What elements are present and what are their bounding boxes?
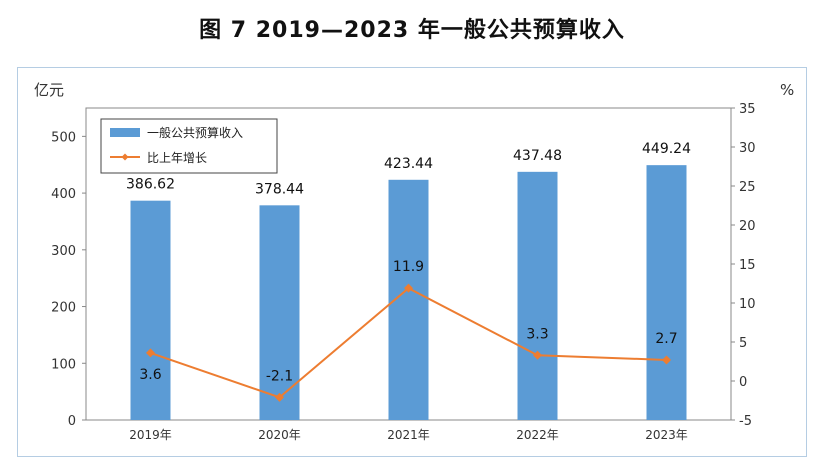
growth-marker [404, 283, 413, 293]
left-axis-tick-label: 300 [51, 244, 76, 259]
right-axis-tick-label: 0 [739, 375, 747, 390]
right-axis-unit: % [780, 81, 794, 99]
left-axis-tick-label: 100 [51, 357, 76, 372]
growth-marker [146, 348, 155, 358]
growth-value-label: 11.9 [393, 259, 424, 275]
right-axis-tick-label: 30 [739, 141, 756, 156]
left-axis-tick-label: 200 [51, 301, 76, 316]
bar-value-label: 386.62 [126, 177, 175, 193]
right-axis-tick-label: -5 [739, 414, 752, 429]
left-axis-tick-label: 400 [51, 187, 76, 202]
right-axis-tick-label: 20 [739, 219, 756, 234]
right-axis-tick-label: 35 [739, 102, 756, 117]
bar-value-label: 378.44 [255, 181, 304, 197]
right-axis-tick-label: 10 [739, 297, 756, 312]
growth-marker [662, 355, 671, 365]
x-axis-category-label: 2019年 [129, 428, 172, 442]
bar-value-label: 437.48 [513, 148, 562, 164]
bar-2019年 [130, 200, 171, 420]
bar-value-label: 423.44 [384, 156, 433, 172]
bar-value-label: 449.24 [642, 141, 691, 157]
x-axis-category-label: 2021年 [387, 428, 430, 442]
left-axis-unit: 亿元 [34, 81, 64, 99]
growth-value-label: 2.7 [655, 331, 677, 347]
bar-2020年 [259, 205, 300, 420]
chart-frame [17, 67, 807, 457]
growth-value-label: -2.1 [266, 368, 293, 384]
growth-value-label: 3.6 [139, 367, 161, 383]
legend-line-marker [121, 153, 129, 161]
growth-marker [533, 350, 542, 360]
growth-value-label: 3.3 [526, 326, 548, 342]
right-axis-tick-label: 5 [739, 336, 747, 351]
legend-label-line: 比上年增长 [147, 151, 207, 165]
x-axis-category-label: 2022年 [516, 428, 559, 442]
bar-2022年 [517, 171, 558, 420]
x-axis-category-label: 2020年 [258, 428, 301, 442]
legend-bar-swatch [110, 128, 140, 137]
x-axis-category-label: 2023年 [645, 428, 688, 442]
left-axis-tick-label: 0 [68, 414, 76, 429]
bar-2023年 [646, 165, 687, 420]
growth-marker [275, 392, 284, 402]
legend: 一般公共预算收入 比上年增长 [100, 118, 278, 174]
right-axis-tick-label: 15 [739, 258, 756, 273]
right-axis-tick-label: 25 [739, 180, 756, 195]
left-axis-tick-label: 500 [51, 130, 76, 145]
chart-title: 图 7 2019—2023 年一般公共预算收入 [199, 18, 625, 43]
legend-label-bar: 一般公共预算收入 [147, 125, 243, 140]
